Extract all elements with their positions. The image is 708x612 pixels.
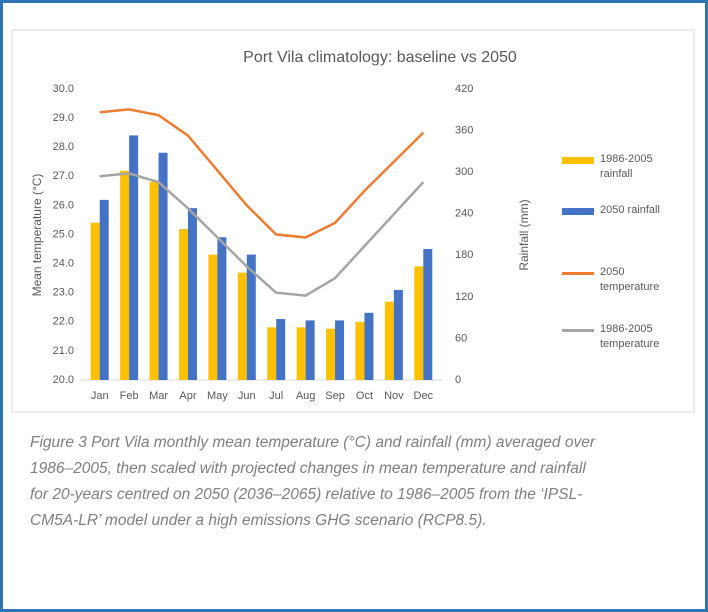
bar	[217, 237, 227, 380]
bar	[326, 328, 336, 380]
bar	[355, 321, 365, 380]
x-tick-label: Sep	[325, 390, 345, 402]
x-tick-label: Jan	[91, 390, 109, 402]
y2-tick-label: 0	[455, 374, 461, 386]
y-axis-label: Mean temperature (°C)	[30, 174, 44, 297]
legend-label: 2050 temperature	[600, 266, 660, 293]
y2-tick-label: 300	[455, 166, 473, 178]
y-tick-label: 29.0	[53, 112, 74, 124]
bar	[384, 301, 394, 380]
bar	[237, 272, 247, 380]
y-tick-label: 22.0	[53, 316, 74, 328]
x-tick-label: Aug	[296, 390, 316, 402]
y-tick-label: 25.0	[53, 228, 74, 240]
line	[99, 108, 425, 239]
legend-label: 2050 rainfall	[600, 204, 660, 216]
x-tick-label: Jul	[269, 390, 283, 402]
y-tick-label: 20.0	[53, 374, 74, 386]
x-tick-label: Dec	[414, 390, 434, 402]
bar	[364, 312, 374, 380]
line	[99, 172, 425, 297]
x-tick-label: Jun	[238, 390, 256, 402]
bar	[90, 222, 100, 380]
y2-tick-label: 420	[455, 83, 473, 95]
bar	[423, 249, 433, 380]
bar	[99, 199, 109, 380]
caption: Figure 3 Port Vila monthly mean temperat…	[30, 434, 596, 529]
y2-tick-label: 240	[455, 208, 473, 220]
y-tick-label: 30.0	[53, 83, 74, 95]
legend-label: 1986-2005 rainfall	[600, 153, 653, 180]
bar	[414, 266, 424, 380]
bar	[296, 327, 306, 380]
x-tick-label: May	[207, 390, 228, 402]
y2-tick-label: 60	[455, 332, 467, 344]
bar	[246, 254, 256, 380]
bar	[129, 135, 139, 380]
bar	[267, 327, 277, 380]
x-tick-label: Mar	[149, 390, 168, 402]
y-tick-label: 23.0	[53, 287, 74, 299]
legend-swatch	[562, 328, 594, 332]
y2-tick-label: 360	[455, 124, 473, 136]
bar	[208, 254, 218, 380]
y-tick-label: 27.0	[53, 170, 74, 182]
bar	[149, 181, 159, 380]
bar	[305, 320, 315, 380]
y2-tick-label: 180	[455, 249, 473, 261]
y2-tick-label: 120	[455, 291, 473, 303]
bar	[393, 289, 403, 380]
bar	[276, 319, 286, 380]
bar	[158, 152, 168, 380]
bar	[187, 208, 197, 380]
legend-swatch	[562, 207, 594, 215]
legend-label: 1986-2005 temperature	[600, 323, 660, 350]
x-tick-label: Oct	[356, 390, 373, 402]
legend-swatch	[562, 156, 594, 164]
legend-swatch	[562, 271, 594, 275]
x-tick-label: Apr	[179, 390, 196, 402]
bar	[335, 320, 345, 380]
y-tick-label: 28.0	[53, 141, 74, 153]
bar	[178, 228, 188, 380]
x-tick-label: Nov	[384, 390, 404, 402]
bar	[120, 170, 130, 380]
y-tick-label: 21.0	[53, 345, 74, 357]
chart-title: Port Vila climatology: baseline vs 2050	[243, 49, 517, 66]
y-tick-label: 24.0	[53, 258, 74, 270]
y2-axis-label: Rainfall (mm)	[517, 199, 531, 270]
x-tick-label: Feb	[120, 390, 139, 402]
chart-frame	[11, 29, 695, 413]
y-tick-label: 26.0	[53, 199, 74, 211]
